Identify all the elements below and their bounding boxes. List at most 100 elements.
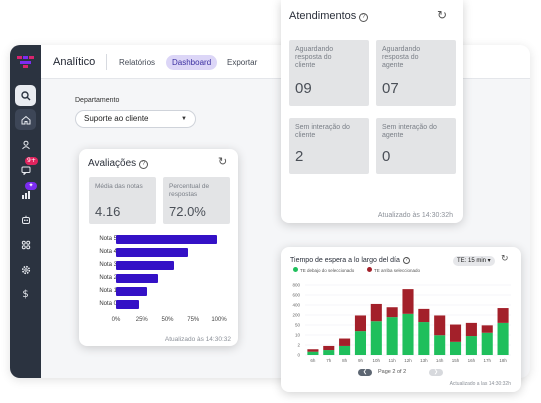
bar [116,300,139,309]
refresh-icon[interactable]: ↻ [437,8,448,22]
bar-label: Nota 4 [99,249,117,255]
stat-value: 0 [382,148,391,165]
billing-icon[interactable]: $ [22,289,29,300]
atendimentos-card: Atendimentos? ↻ Aguardando resposta do c… [281,0,463,223]
bar-label: Nota 5 [99,236,117,242]
tick-label: 25% [135,317,148,323]
tick-label: 75% [187,317,200,323]
avaliacoes-card: Avaliações? ↻ Média das notas 4.16 Perce… [79,149,238,346]
info-icon[interactable]: ? [359,13,369,22]
user-icon[interactable] [15,134,36,155]
y-tick-label: 10 [295,333,301,338]
y-tick-label: 0 [297,353,300,358]
stat-label: Sem interação do cliente [295,124,350,139]
bar-above [386,307,398,318]
stat-label: Média das notas [95,183,143,190]
espera-card: Tiempo de espera a lo largo del día? TE:… [281,247,521,392]
tab-relatorios[interactable]: Relatórios [119,58,156,67]
bar-below [497,322,509,355]
stat-value: 09 [295,80,312,97]
stat-label: Percentual de respostas [169,183,210,198]
bar-below [323,350,335,355]
bar-below [307,351,319,355]
bar-label: Nota 3 [99,262,117,268]
search-icon[interactable] [15,85,36,106]
ai-badge: ✦ [25,182,37,190]
bar-above [465,322,477,337]
bar-label: Nota 1 [99,288,117,294]
department-value: Suporte ao cliente [84,114,149,123]
bar-below [354,331,367,355]
espera-chart: 0 2 10 50 200 400 600 800 6h 7h 8h 9h 10h 11h 12h 13h 14… [292,283,511,363]
department-label: Departamento [75,97,120,104]
updated-timestamp: Actualizado a las 14:30:32h [449,381,511,387]
tick-label: 0% [111,317,121,323]
updated-timestamp: Atualizado às 14:30:32h [377,212,453,219]
tab-exportar[interactable]: Exportar [227,58,258,67]
bar-below [434,335,446,355]
bar-below [370,321,382,355]
bar [116,261,174,270]
bar-above [307,349,319,352]
refresh-icon[interactable]: ↻ [218,155,228,168]
y-tick-label: 600 [292,293,300,298]
stat-value: 72.0% [169,204,206,219]
pager-prev-button[interactable]: ❮ [358,369,372,376]
legend-swatch [293,267,298,272]
stat-media-notas: Média das notas 4.16 [89,177,156,224]
bar-above [497,308,509,323]
stat-label: Aguardando resposta do agente [382,46,421,69]
gear-icon[interactable] [15,259,36,280]
sidebar: 9+ ✦ $ [10,45,41,378]
te-select[interactable]: TE: 15 min ▾ [453,256,495,266]
bar-label: Nota 2 [99,275,117,281]
refresh-icon[interactable]: ↻ [501,254,509,264]
bar-below [339,345,351,355]
stat-sem-interacao-cliente: Sem interação do cliente 2 [289,118,369,174]
stat-value: 2 [295,148,304,165]
bar-above [434,315,446,336]
bar-label: Nota 0 [99,301,117,307]
x-tick-label: 18h [499,358,507,363]
y-tick-label: 800 [292,283,300,288]
te-select-value: TE: 15 min [457,258,487,264]
pager-next-button[interactable]: ❯ [429,369,443,376]
tab-dashboard[interactable]: Dashboard [166,55,218,70]
tick-label: 50% [161,317,174,323]
x-tick-label: 7h [326,358,332,363]
caret-down-icon: ▼ [181,116,187,122]
x-tick-label: 11h [389,358,397,363]
x-tick-label: 16h [468,358,476,363]
bot-icon[interactable] [15,209,36,230]
pager-text: Page 2 of 2 [378,369,407,375]
x-tick-label: 15h [452,358,460,363]
x-tick-label: 13h [420,358,428,363]
bar-above [370,303,382,322]
info-icon[interactable]: ? [139,160,149,169]
department-select[interactable]: Suporte ao cliente ▼ [75,110,196,128]
legend-label: TE arriba seleccionado [374,268,421,273]
stat-value: 4.16 [95,204,121,219]
bar-above [323,345,335,351]
updated-timestamp: Atualizado às 14:30:32 [164,336,231,343]
apps-icon[interactable] [15,234,36,255]
avaliacoes-title-text: Avaliações [88,158,137,169]
x-tick-label: 12h [404,358,412,363]
y-tick-label: 50 [295,323,301,328]
legend-swatch [367,267,372,272]
bar-above [402,289,414,314]
analytics-icon[interactable] [15,184,36,205]
x-tick-label: 14h [436,358,444,363]
stat-value: 07 [382,80,399,97]
bar [116,248,189,257]
bar-above [339,338,351,346]
page-title: Analítico [53,56,96,68]
legend-label: TE debajo do seleccionado [300,268,355,273]
bar-below [386,317,398,355]
info-icon[interactable]: ? [402,257,410,264]
y-tick-label: 200 [292,313,300,318]
chat-icon[interactable] [15,159,36,180]
home-icon[interactable] [15,109,36,130]
tick-label: 100% [211,317,227,323]
